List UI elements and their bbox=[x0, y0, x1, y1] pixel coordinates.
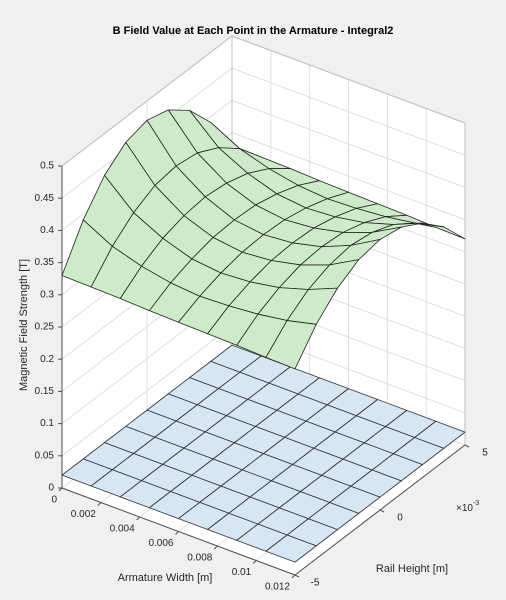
z-tick-label: 0.15 bbox=[35, 386, 55, 397]
x-tick-label: 0.008 bbox=[187, 553, 212, 564]
surface-cell bbox=[265, 534, 317, 563]
x-tick-label: 0.004 bbox=[110, 524, 135, 535]
x-tick bbox=[175, 531, 179, 535]
x-tick bbox=[58, 487, 63, 492]
x-tick bbox=[136, 516, 141, 521]
z-tick-label: 0.1 bbox=[40, 418, 54, 429]
y-tick bbox=[464, 444, 470, 448]
x-tick-label: 0 bbox=[51, 495, 57, 506]
z-tick-label: 0.05 bbox=[35, 450, 55, 461]
y-tick-label: 5 bbox=[482, 448, 488, 459]
z-tick-label: 0 bbox=[48, 483, 54, 494]
y-multiplier: ×10-3 bbox=[456, 500, 479, 514]
x-tick-label: 0.006 bbox=[148, 538, 173, 549]
y-tick-label: -5 bbox=[311, 578, 320, 589]
box-edge bbox=[61, 35, 233, 167]
chart-title: B Field Value at Each Point in the Armat… bbox=[113, 25, 394, 37]
x-tick-label: 0.012 bbox=[265, 582, 290, 593]
x-tick bbox=[97, 502, 102, 506]
x-tick bbox=[252, 560, 257, 564]
x-tick-label: 0.01 bbox=[232, 567, 252, 578]
y-tick bbox=[379, 509, 385, 513]
y-tick bbox=[294, 574, 300, 578]
z-tick-label: 0.35 bbox=[35, 257, 55, 268]
z-tick-label: 0.2 bbox=[40, 354, 54, 365]
y-multiplier-base: ×10 bbox=[456, 503, 473, 514]
z-tick-label: 0.45 bbox=[35, 193, 55, 204]
y-tick-label: 0 bbox=[397, 513, 403, 524]
x-tick bbox=[213, 545, 218, 550]
box-edge bbox=[231, 35, 466, 124]
surfaces bbox=[61, 109, 466, 563]
labels: 0 0.05 0.1 0.15 0.2 0.25 0.3 0.35 0.4 0.45 0.5 0 0.0… bbox=[35, 161, 489, 593]
z-tick-label: 0.3 bbox=[40, 289, 54, 300]
surface-cell bbox=[265, 320, 317, 370]
x-tick bbox=[291, 574, 296, 579]
z-tick-label: 0.25 bbox=[35, 322, 55, 333]
z-tick-label: 0.5 bbox=[40, 161, 54, 172]
x-axis-label: Armature Width [m] bbox=[118, 572, 213, 584]
y-axis-label: Rail Height [m] bbox=[376, 563, 448, 575]
y-multiplier-exponent: -3 bbox=[473, 500, 479, 507]
x-tick-label: 0.002 bbox=[71, 509, 96, 520]
z-tick-label: 0.4 bbox=[40, 225, 54, 236]
z-axis-label: Magnetic Field Strength [T] bbox=[18, 259, 30, 391]
